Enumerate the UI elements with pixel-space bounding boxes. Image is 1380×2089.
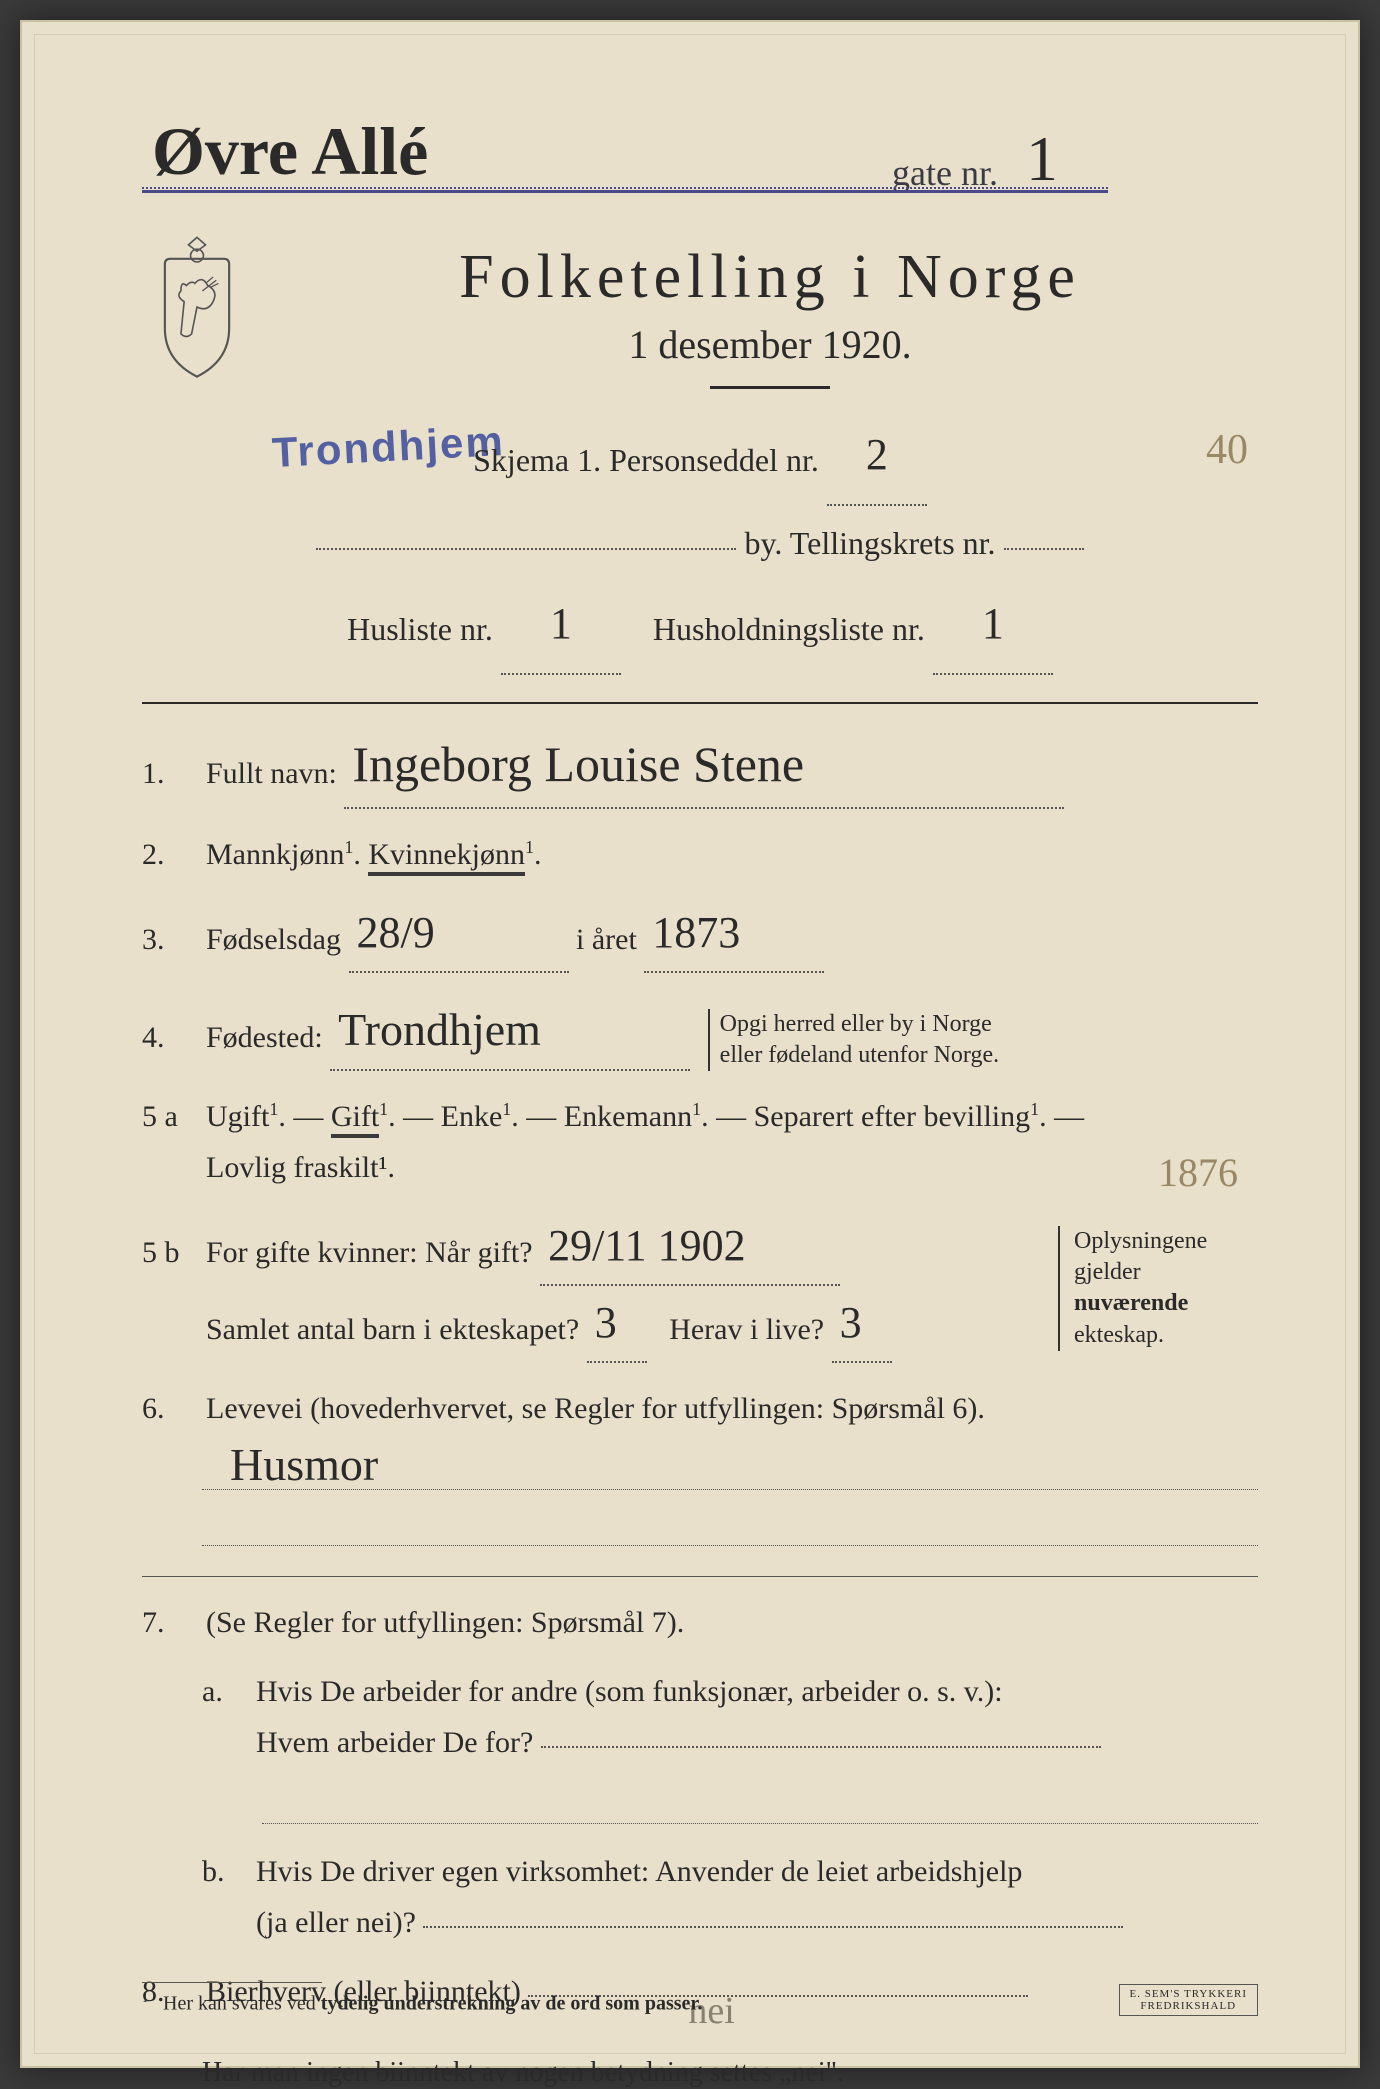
field-4: 4. Fødested: Trondhjem Opgi herred eller…: [142, 993, 1258, 1073]
f5a-fraskilt: Lovlig fraskilt¹.: [206, 1151, 395, 1184]
f6-blank-line: [202, 1512, 1258, 1546]
husliste-nr: 1: [542, 576, 580, 673]
title-block: Folketelling i Norge 1 desember 1920.: [282, 232, 1258, 389]
street-underline-solid: [142, 190, 1108, 193]
field-num-5b: 5 b: [142, 1227, 192, 1278]
husholdning-label: Husholdningsliste nr.: [653, 611, 925, 647]
field-5a: 5 a Ugift1. — Gift1. — Enke1. — Enkemann…: [142, 1091, 1258, 1193]
street-underline: [142, 187, 1108, 189]
f5a-enke: Enke: [441, 1100, 503, 1133]
f5b-note-b: gjelder nuværende: [1074, 1259, 1188, 1316]
f4-note: Opgi herred eller by i Norge eller fødel…: [708, 1009, 999, 1071]
printer-a: E. SEM'S TRYKKERI: [1130, 1988, 1248, 2000]
street-name-handwritten: Øvre Allé: [152, 112, 428, 191]
margin-1876: 1876: [1158, 1139, 1238, 1207]
f5a-enkemann: Enkemann: [564, 1100, 692, 1133]
field-num-6: 6.: [142, 1383, 192, 1434]
field-sub-b: b.: [202, 1846, 242, 1897]
main-title: Folketelling i Norge: [282, 242, 1258, 313]
f7-label: (Se Regler for utfyllingen: Spørsmål 7).: [206, 1606, 684, 1639]
f4-note-a: Opgi herred eller by i Norge: [720, 1011, 992, 1037]
divider-mid: [142, 1576, 1258, 1577]
divider-main: [142, 702, 1258, 704]
f4-value: Trondhjem: [330, 991, 549, 1069]
f5b-live: 3: [832, 1286, 870, 1361]
footnote-text: Her kan svares ved tydelig understreknin…: [163, 1993, 702, 2015]
husholdning-nr: 1: [974, 576, 1012, 673]
field-3: 3. Fødselsdag 28/9 i året 1873: [142, 898, 1258, 975]
f5b-note: Oplysningene gjelder nuværende ekteskap.: [1058, 1226, 1258, 1351]
field-7a: a. Hvis De arbeider for andre (som funks…: [202, 1666, 1258, 1768]
f7b-label-1: Hvis De driver egen virksomhet: Anvender…: [256, 1855, 1022, 1888]
field-7b: b. Hvis De driver egen virksomhet: Anven…: [202, 1846, 1258, 1948]
title-rule: [710, 386, 830, 389]
meta-line-1: Skjema 1. Personseddel nr. 2: [142, 409, 1258, 508]
field-num-1: 1.: [142, 748, 192, 799]
printer-b: FREDRIKSHALD: [1140, 2000, 1236, 2012]
field-5b: 5 b For gifte kvinner: Når gift? 29/11 1…: [142, 1211, 1258, 1365]
field-num-2: 2.: [142, 829, 192, 880]
f4-label: Fødested:: [206, 1021, 323, 1054]
f3-label-a: Fødselsdag: [206, 923, 341, 956]
field-1: 1. Fullt navn: Ingeborg Louise Stene: [142, 724, 1258, 811]
f5b-note-c: ekteskap.: [1074, 1322, 1164, 1348]
meta-line-2: by. Tellingskrets nr.: [142, 508, 1258, 578]
field-6: 6. Levevei (hovederhvervet, se Regler fo…: [142, 1383, 1258, 1434]
coat-of-arms-icon: [142, 232, 252, 382]
f5b-label-b: Samlet antal barn i ekteskapet?: [206, 1313, 579, 1346]
f5b-date: 29/11 1902: [540, 1209, 754, 1284]
husliste-label: Husliste nr.: [347, 611, 493, 647]
f3-day: 28/9: [349, 896, 443, 971]
title-row: Folketelling i Norge 1 desember 1920.: [142, 232, 1258, 389]
f4-note-b: eller fødeland utenfor Norge.: [720, 1042, 999, 1068]
meta-line-3: Husliste nr. 1 Husholdningsliste nr. 1: [142, 578, 1258, 677]
field-num-4: 4.: [142, 1012, 192, 1063]
f1-value: Ingeborg Louise Stene: [344, 722, 812, 807]
footnote-rule: [142, 1982, 322, 1983]
f5b-barn: 3: [587, 1286, 625, 1361]
form-metadata: Trondhjem 40 Skjema 1. Personseddel nr. …: [142, 409, 1258, 677]
f7b-label-2: (ja eller nei)?: [256, 1906, 416, 1939]
f6-value: Husmor: [222, 1438, 386, 1491]
census-form-page: Øvre Allé gate nr. 1 Folketelling i Norg…: [20, 20, 1360, 2068]
f5a-gift: Gift: [331, 1100, 379, 1138]
sub-title: 1 desember 1920.: [282, 321, 1258, 368]
f5a-ugift: Ugift: [206, 1100, 269, 1133]
f7a-label-1: Hvis De arbeider for andre (som funksjon…: [256, 1675, 1003, 1708]
f2-mann: Mannkjønn: [206, 838, 344, 871]
f5a-sep: Separert efter bevilling: [754, 1100, 1031, 1133]
skjema-label: Skjema 1. Personseddel nr.: [473, 442, 819, 478]
f6-value-line: Husmor: [202, 1456, 1258, 1490]
f1-label: Fullt navn:: [206, 757, 337, 790]
personseddel-nr: 2: [858, 407, 896, 504]
field-num-3: 3.: [142, 914, 192, 965]
f2-kvinne: Kvinnekjønn: [368, 838, 525, 876]
bottom-note: Har man ingen biinntekt av nogen betydni…: [202, 2057, 1258, 2089]
f5b-note-a: Oplysningene: [1074, 1228, 1207, 1254]
field-num-5a: 5 a: [142, 1091, 192, 1142]
f5b-label-c: Herav i live?: [669, 1313, 824, 1346]
printer-mark: E. SEM'S TRYKKERI FREDRIKSHALD: [1119, 1984, 1259, 2016]
f3-label-b: i året: [576, 923, 637, 956]
by-label: by. Tellingskrets nr.: [744, 525, 995, 561]
field-sub-a: a.: [202, 1666, 242, 1717]
field-num-7: 7.: [142, 1597, 192, 1648]
f3-year: 1873: [644, 896, 748, 971]
street-header: Øvre Allé gate nr. 1: [142, 132, 1258, 202]
footnote-area: 1 Her kan svares ved tydelig understrekn…: [142, 1982, 1258, 2016]
field-2: 2. Mannkjønn1. Kvinnekjønn1.: [142, 829, 1258, 880]
f7a-label-2: Hvem arbeider De for?: [256, 1726, 533, 1759]
f5b-label-a: For gifte kvinner: Når gift?: [206, 1236, 533, 1269]
field-7: 7. (Se Regler for utfyllingen: Spørsmål …: [142, 1597, 1258, 1648]
f7a-blank: [262, 1790, 1258, 1824]
f6-label: Levevei (hovederhvervet, se Regler for u…: [206, 1392, 985, 1425]
street-number: 1: [1026, 122, 1058, 196]
